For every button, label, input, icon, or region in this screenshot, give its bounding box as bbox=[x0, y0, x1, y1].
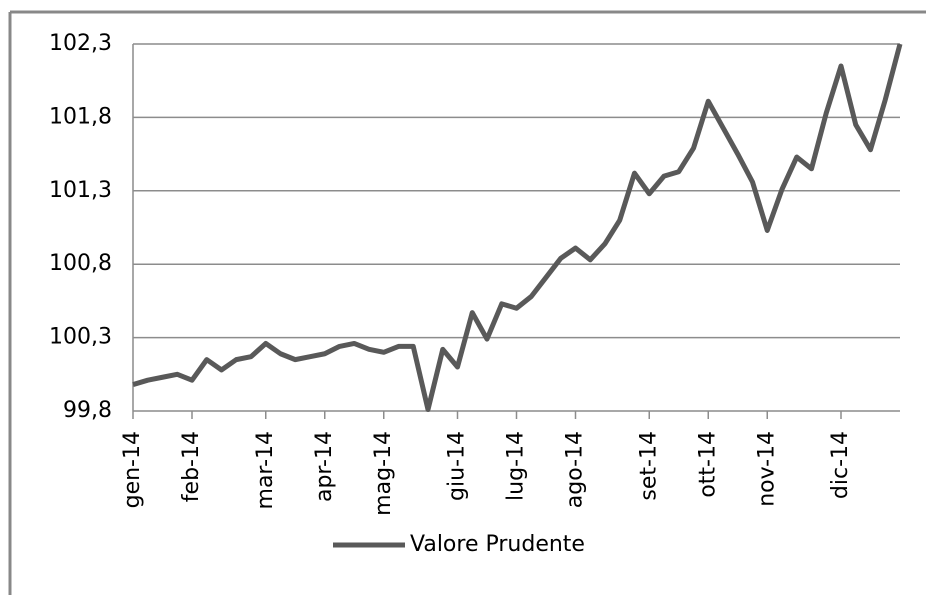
y-tick-label: 102,3 bbox=[49, 31, 112, 56]
y-tick-label: 99,8 bbox=[63, 398, 112, 423]
x-tick-label: mag-14 bbox=[371, 431, 396, 516]
x-tick-label: gen-14 bbox=[120, 431, 145, 508]
x-tick-label: apr-14 bbox=[312, 431, 337, 502]
x-tick-label: set-14 bbox=[636, 431, 661, 501]
x-tick-label: giu-14 bbox=[445, 431, 470, 501]
x-tick-label: dic-14 bbox=[828, 431, 853, 499]
y-tick-label: 100,3 bbox=[49, 325, 112, 350]
y-tick-label: 100,8 bbox=[49, 251, 112, 276]
x-tick-label: ott-14 bbox=[695, 431, 720, 498]
data-line bbox=[132, 43, 903, 413]
x-tick-label: lug-14 bbox=[504, 431, 529, 501]
x-tick-label: ago-14 bbox=[563, 431, 588, 508]
x-tick-label: nov-14 bbox=[754, 431, 779, 507]
y-tick-label: 101,3 bbox=[49, 178, 112, 203]
legend-label: Valore Prudente bbox=[410, 532, 585, 557]
x-tick-label: feb-14 bbox=[179, 431, 204, 502]
x-tick-label: mar-14 bbox=[253, 431, 278, 509]
y-tick-label: 101,8 bbox=[49, 104, 112, 129]
